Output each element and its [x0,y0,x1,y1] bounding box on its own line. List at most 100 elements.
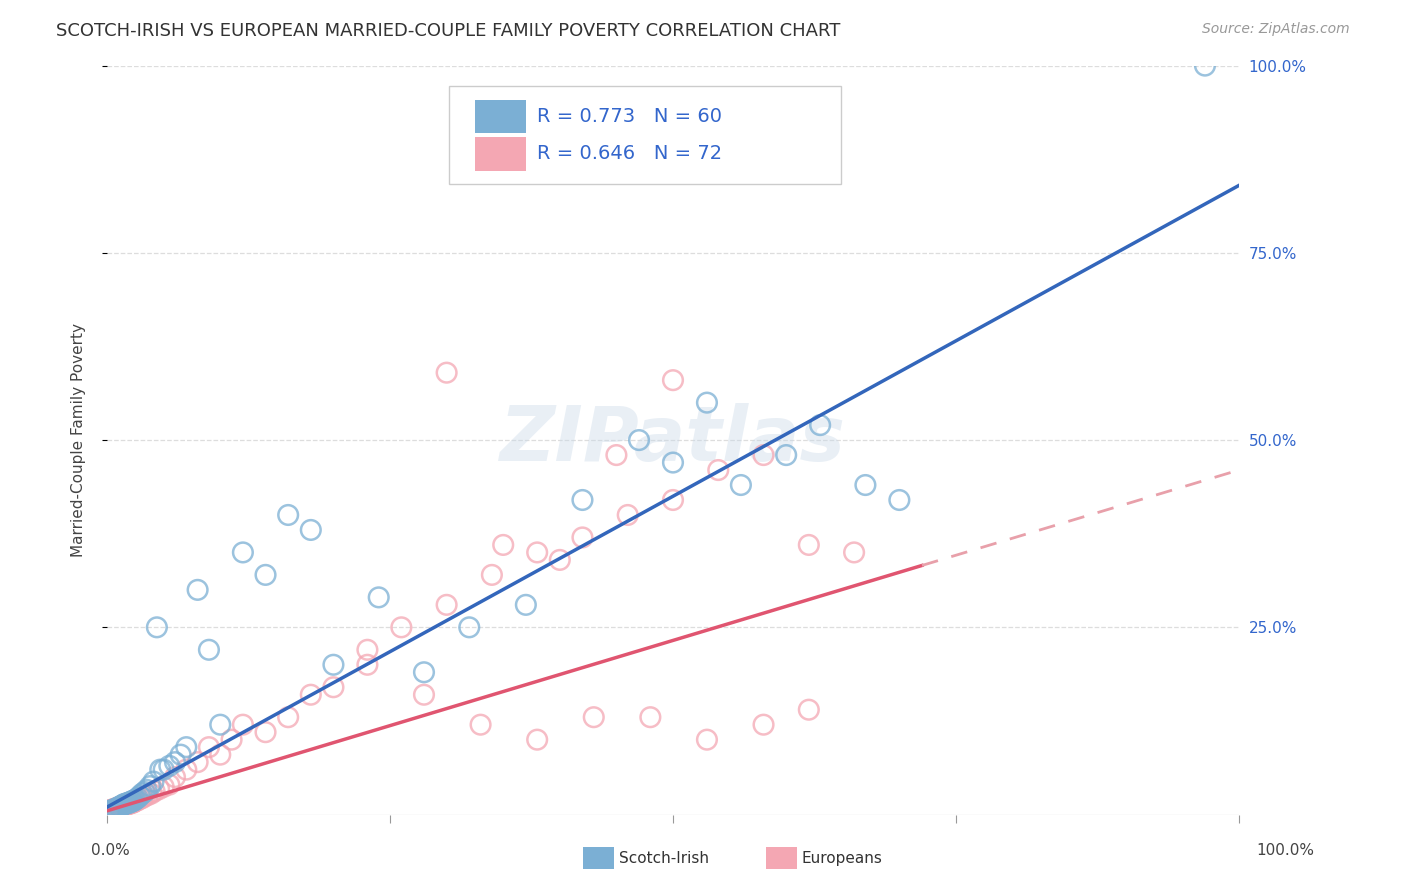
Point [117,796,139,810]
Text: 0.0%: 0.0% [91,843,131,858]
Point [389,620,412,634]
Point [889,493,911,508]
Point [105,801,128,815]
Point [436,598,458,612]
Point [142,774,165,789]
Text: R = 0.773   N = 60: R = 0.773 N = 60 [537,107,723,126]
Point [662,456,685,470]
Point [152,763,174,777]
Point [571,531,593,545]
Point [515,598,537,612]
Point [105,801,128,815]
Point [187,582,209,597]
Point [254,567,277,582]
Point [111,799,134,814]
Point [148,782,170,797]
Point [254,725,277,739]
Point [209,717,232,731]
Point [100,803,122,817]
Point [696,732,718,747]
Point [176,740,198,755]
Point [121,796,143,810]
Point [117,797,139,811]
Point [122,795,145,809]
Point [605,448,627,462]
Point [101,803,124,817]
Point [110,800,132,814]
Point [299,523,322,537]
Point [127,793,149,807]
Point [98,804,121,818]
Point [100,804,122,818]
Point [198,740,221,755]
Point [356,642,378,657]
Point [322,680,344,694]
Point [122,793,145,807]
Point [662,373,685,387]
Point [105,801,128,815]
Point [436,366,458,380]
Point [124,794,146,808]
Point [662,493,685,508]
Point [122,796,145,810]
Point [808,418,831,433]
Point [110,799,132,814]
Point [221,732,243,747]
Y-axis label: Married-Couple Family Poverty: Married-Couple Family Poverty [72,323,86,558]
Text: R = 0.646   N = 72: R = 0.646 N = 72 [537,145,723,163]
Point [277,710,299,724]
Point [571,493,593,508]
Point [152,780,174,794]
Point [458,620,481,634]
Point [526,545,548,559]
Point [548,553,571,567]
Point [107,801,129,815]
Point [117,797,139,811]
Point [131,787,153,801]
Point [209,747,232,762]
Point [104,802,127,816]
Bar [475,100,526,134]
Text: Europeans: Europeans [801,851,883,865]
Point [98,804,121,818]
Point [1194,59,1216,73]
Point [122,794,145,808]
Point [111,798,134,813]
Point [232,717,254,731]
Point [135,782,157,797]
Point [115,797,138,812]
Point [108,800,131,814]
Point [114,797,136,812]
Point [481,567,503,582]
Point [413,688,436,702]
Point [149,763,172,777]
Text: SCOTCH-IRISH VS EUROPEAN MARRIED-COUPLE FAMILY POVERTY CORRELATION CHART: SCOTCH-IRISH VS EUROPEAN MARRIED-COUPLE … [56,22,841,40]
Point [157,778,180,792]
Point [141,787,163,801]
Point [115,797,138,811]
Point [143,784,166,798]
Point [232,545,254,559]
Text: 100.0%: 100.0% [1257,843,1315,858]
Point [628,433,651,447]
Point [582,710,605,724]
Point [100,804,122,818]
Point [616,508,638,522]
Point [112,797,135,811]
Point [299,688,322,702]
Point [526,732,548,747]
Point [322,657,344,672]
Bar [475,137,526,171]
Point [124,792,146,806]
Point [120,797,142,811]
Point [277,508,299,522]
Point [120,795,142,809]
Point [134,789,156,804]
Point [128,792,150,806]
Point [103,802,125,816]
Point [492,538,515,552]
Point [752,448,775,462]
Point [101,802,124,816]
Point [112,798,135,813]
Point [413,665,436,680]
